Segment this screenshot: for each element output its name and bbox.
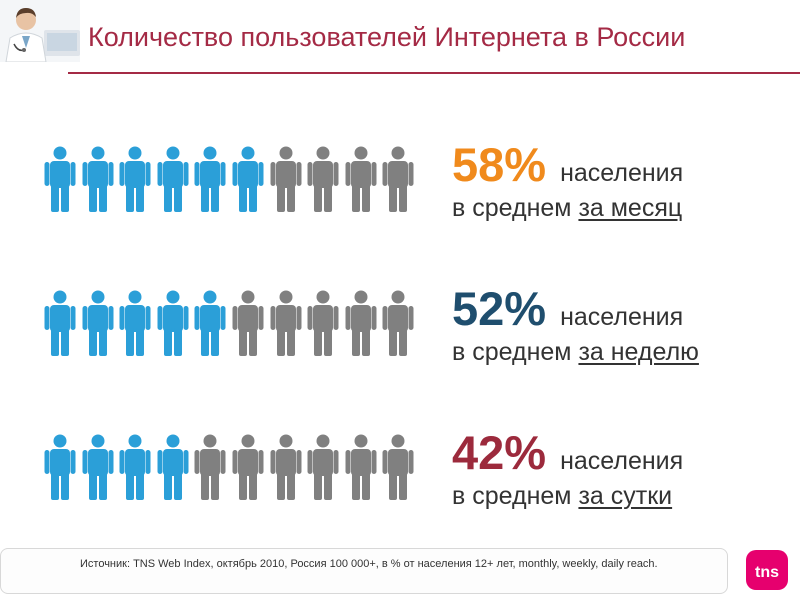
person-icon-active: [232, 146, 264, 212]
person-icon-active: [194, 290, 226, 356]
tns-logo-text: tns: [755, 564, 779, 581]
people-icons: [44, 146, 416, 212]
person-icon-inactive: [270, 290, 302, 356]
stat-label: населения: [560, 159, 684, 187]
person-icon-inactive: [345, 146, 377, 212]
person-icon-inactive: [382, 146, 414, 212]
person-icon-inactive: [270, 146, 302, 212]
slide-header: Количество пользователей Интернета в Рос…: [0, 0, 800, 80]
person-icon-active: [44, 146, 76, 212]
stat-block: 58% населения в среднем за месяц: [452, 140, 792, 224]
person-icon-active: [82, 146, 114, 212]
stat-percent: 52%: [452, 282, 547, 335]
person-icon-active: [157, 434, 189, 500]
people-icons: [44, 290, 416, 356]
doctor-photo-icon: [0, 0, 80, 62]
person-icon-inactive: [307, 290, 339, 356]
person-icon-inactive: [232, 290, 264, 356]
person-icon-active: [82, 290, 114, 356]
stat-percent: 42%: [452, 426, 547, 479]
person-icon-active: [157, 290, 189, 356]
person-icon-active: [119, 434, 151, 500]
person-icon-inactive: [194, 434, 226, 500]
tns-logo-icon: tns: [746, 550, 788, 590]
stat-row-monthly: 58% населения в среднем за месяц: [0, 140, 800, 222]
stat-prefix: в среднем: [452, 482, 572, 510]
stat-period: за сутки: [578, 482, 673, 510]
header-divider: [68, 72, 800, 74]
stat-percent: 58%: [452, 138, 547, 191]
person-icon-inactive: [382, 434, 414, 500]
people-icons: [44, 434, 416, 500]
stat-period: за неделю: [578, 338, 699, 366]
stat-label: населения: [560, 447, 684, 475]
source-note: Источник: TNS Web Index, октябрь 2010, Р…: [80, 558, 658, 570]
person-icon-inactive: [307, 434, 339, 500]
person-icon-inactive: [232, 434, 264, 500]
person-icon-inactive: [345, 290, 377, 356]
person-icon-inactive: [270, 434, 302, 500]
stat-block: 42% населения в среднем за сутки: [452, 428, 792, 512]
person-icon-active: [119, 290, 151, 356]
person-icon-inactive: [382, 290, 414, 356]
stat-prefix: в среднем: [452, 338, 572, 366]
page-title: Количество пользователей Интернета в Рос…: [88, 22, 686, 52]
tns-logo: tns: [744, 548, 792, 592]
person-icon-active: [82, 434, 114, 500]
stat-period: за месяц: [578, 194, 683, 222]
stat-row-weekly: 52% населения в среднем за неделю: [0, 284, 800, 366]
person-icon-active: [194, 146, 226, 212]
doctor-photo: [0, 0, 80, 62]
stat-row-daily: 42% населения в среднем за сутки: [0, 428, 800, 510]
stat-prefix: в среднем: [452, 194, 572, 222]
person-icon-inactive: [307, 146, 339, 212]
person-icon-active: [157, 146, 189, 212]
person-icon-active: [119, 146, 151, 212]
person-icon-active: [44, 434, 76, 500]
person-icon-active: [44, 290, 76, 356]
stat-label: населения: [560, 303, 684, 331]
stat-block: 52% населения в среднем за неделю: [452, 284, 792, 368]
person-icon-inactive: [345, 434, 377, 500]
source-box: [0, 548, 728, 594]
